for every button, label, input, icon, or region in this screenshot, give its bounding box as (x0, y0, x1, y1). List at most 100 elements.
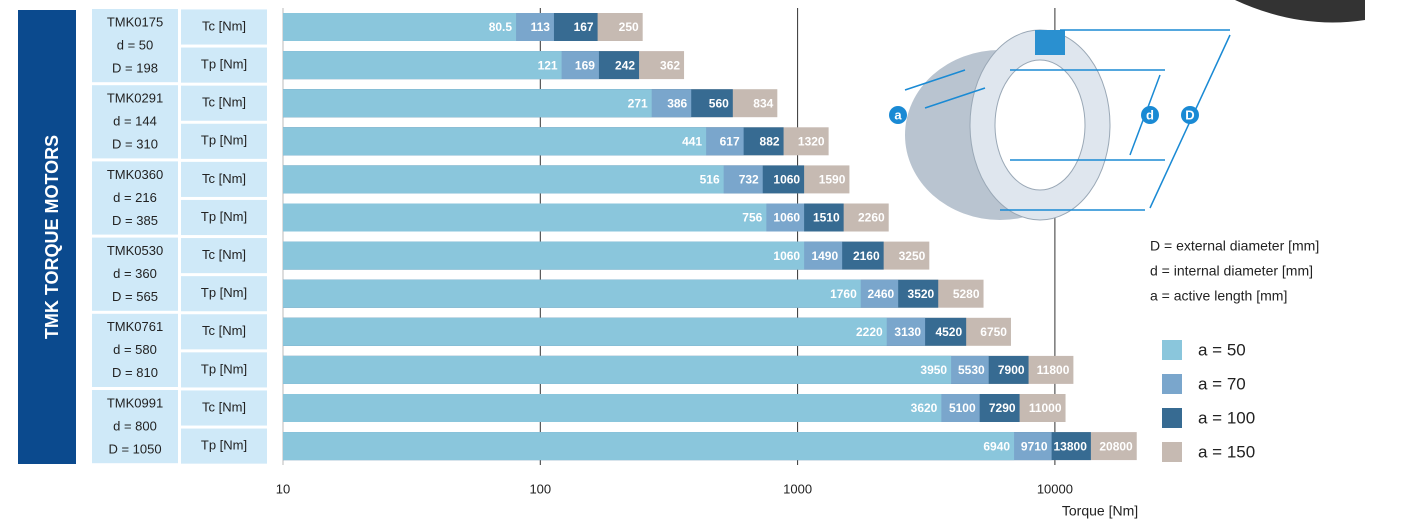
value-label: 9710 (1021, 439, 1048, 453)
value-label: 2160 (853, 249, 880, 263)
value-label: 3130 (894, 325, 921, 339)
y-tick-label: Tc [Nm] (202, 247, 246, 262)
value-label: 4520 (935, 325, 962, 339)
legend-swatch (1162, 408, 1182, 428)
group-cell (92, 161, 178, 235)
bar (283, 317, 887, 346)
category-cell (181, 199, 267, 236)
motor-photo (1235, 0, 1365, 23)
legend-label: a = 100 (1198, 408, 1255, 427)
x-tick-label: 10 (276, 481, 290, 496)
x-tick-label: 1000 (783, 481, 812, 496)
value-label: 1590 (819, 173, 846, 187)
y-tick-label: Tp [Nm] (201, 133, 247, 148)
group-cell (92, 313, 178, 387)
value-label: 1060 (773, 249, 800, 263)
value-label: 2260 (858, 211, 885, 225)
value-label: 167 (574, 20, 594, 34)
value-label: 3250 (899, 249, 926, 263)
category-cell (181, 9, 267, 45)
value-label: 1490 (811, 249, 838, 263)
value-label: 169 (575, 58, 595, 72)
value-label: 1510 (813, 211, 840, 225)
group-label: d = 800 (113, 418, 157, 433)
y-tick-label: Tp [Nm] (201, 57, 247, 72)
motor-bore (994, 59, 1086, 191)
bar (283, 127, 707, 156)
value-label: 516 (700, 173, 720, 187)
group-label: d = 50 (117, 37, 154, 52)
value-label: 242 (615, 58, 635, 72)
legend-label: a = 70 (1198, 374, 1246, 393)
group-cell (92, 390, 178, 464)
value-label: 20800 (1099, 439, 1133, 453)
bar (283, 165, 724, 194)
value-label: 1060 (773, 173, 800, 187)
group-cell (92, 237, 178, 311)
note: D = external diameter [mm] (1150, 238, 1319, 254)
legend-swatch (1162, 374, 1182, 394)
value-label: 5280 (953, 287, 980, 301)
category-cell (181, 238, 267, 274)
value-label: 5530 (958, 363, 985, 377)
x-tick-label: 10000 (1037, 481, 1073, 496)
value-label: 7290 (989, 401, 1016, 415)
value-label: 121 (538, 58, 558, 72)
dimension-lines (904, 29, 1231, 211)
value-label: 11000 (1029, 401, 1062, 415)
x-axis-label: Torque [Nm] (1062, 503, 1138, 519)
group-label: TMK0291 (107, 91, 163, 106)
value-label: 6940 (983, 439, 1010, 453)
value-label: 5100 (949, 401, 976, 415)
group-label: D = 565 (112, 289, 158, 304)
category-cell (181, 390, 267, 426)
value-label: 441 (682, 134, 702, 148)
group-label: TMK0761 (107, 319, 163, 334)
value-label: 732 (739, 173, 759, 187)
group-label: d = 216 (113, 190, 157, 205)
value-label: 834 (753, 96, 773, 110)
group-label: D = 310 (112, 137, 158, 152)
value-label: 80.5 (489, 20, 513, 34)
value-label: 1760 (830, 287, 857, 301)
category-cell (181, 428, 267, 464)
bar (283, 13, 517, 41)
diagram-label: D (1185, 107, 1194, 122)
category-cell (181, 314, 267, 350)
legend-swatch (1162, 442, 1182, 462)
bar (283, 279, 861, 308)
bar (283, 241, 805, 270)
y-tick-label: Tp [Nm] (201, 361, 247, 376)
bar (283, 89, 652, 118)
diagram-label: a (894, 107, 902, 122)
group-cell (92, 85, 178, 159)
group-label: TMK0360 (107, 167, 163, 182)
value-label: 13800 (1054, 439, 1088, 453)
group-cell (92, 9, 178, 83)
motor-diagram: a d D (889, 0, 1365, 221)
group-label: TMK0530 (107, 243, 163, 258)
value-label: 362 (660, 58, 680, 72)
value-label: 617 (720, 134, 740, 148)
legend-label: a = 50 (1198, 340, 1246, 359)
value-label: 1320 (798, 134, 825, 148)
y-tick-label: Tp [Nm] (201, 209, 247, 224)
note: a = active length [mm] (1150, 288, 1287, 304)
group-label: D = 810 (112, 365, 158, 380)
banner-bg (18, 10, 76, 464)
y-tick-label: Tp [Nm] (201, 438, 247, 453)
group-label: d = 360 (113, 266, 157, 281)
category-cell (181, 47, 267, 83)
value-label: 2220 (856, 325, 883, 339)
value-label: 2460 (867, 287, 894, 301)
legend-swatch (1162, 340, 1182, 360)
note: d = internal diameter [mm] (1150, 263, 1313, 279)
value-label: 3520 (908, 287, 935, 301)
value-label: 250 (619, 20, 639, 34)
banner: TMK TORQUE MOTORS (42, 135, 62, 339)
value-label: 3620 (911, 401, 938, 415)
category-cell (181, 85, 267, 121)
legend-label: a = 150 (1198, 442, 1255, 461)
bar (283, 432, 1015, 461)
x-tick-label: 100 (529, 481, 551, 496)
